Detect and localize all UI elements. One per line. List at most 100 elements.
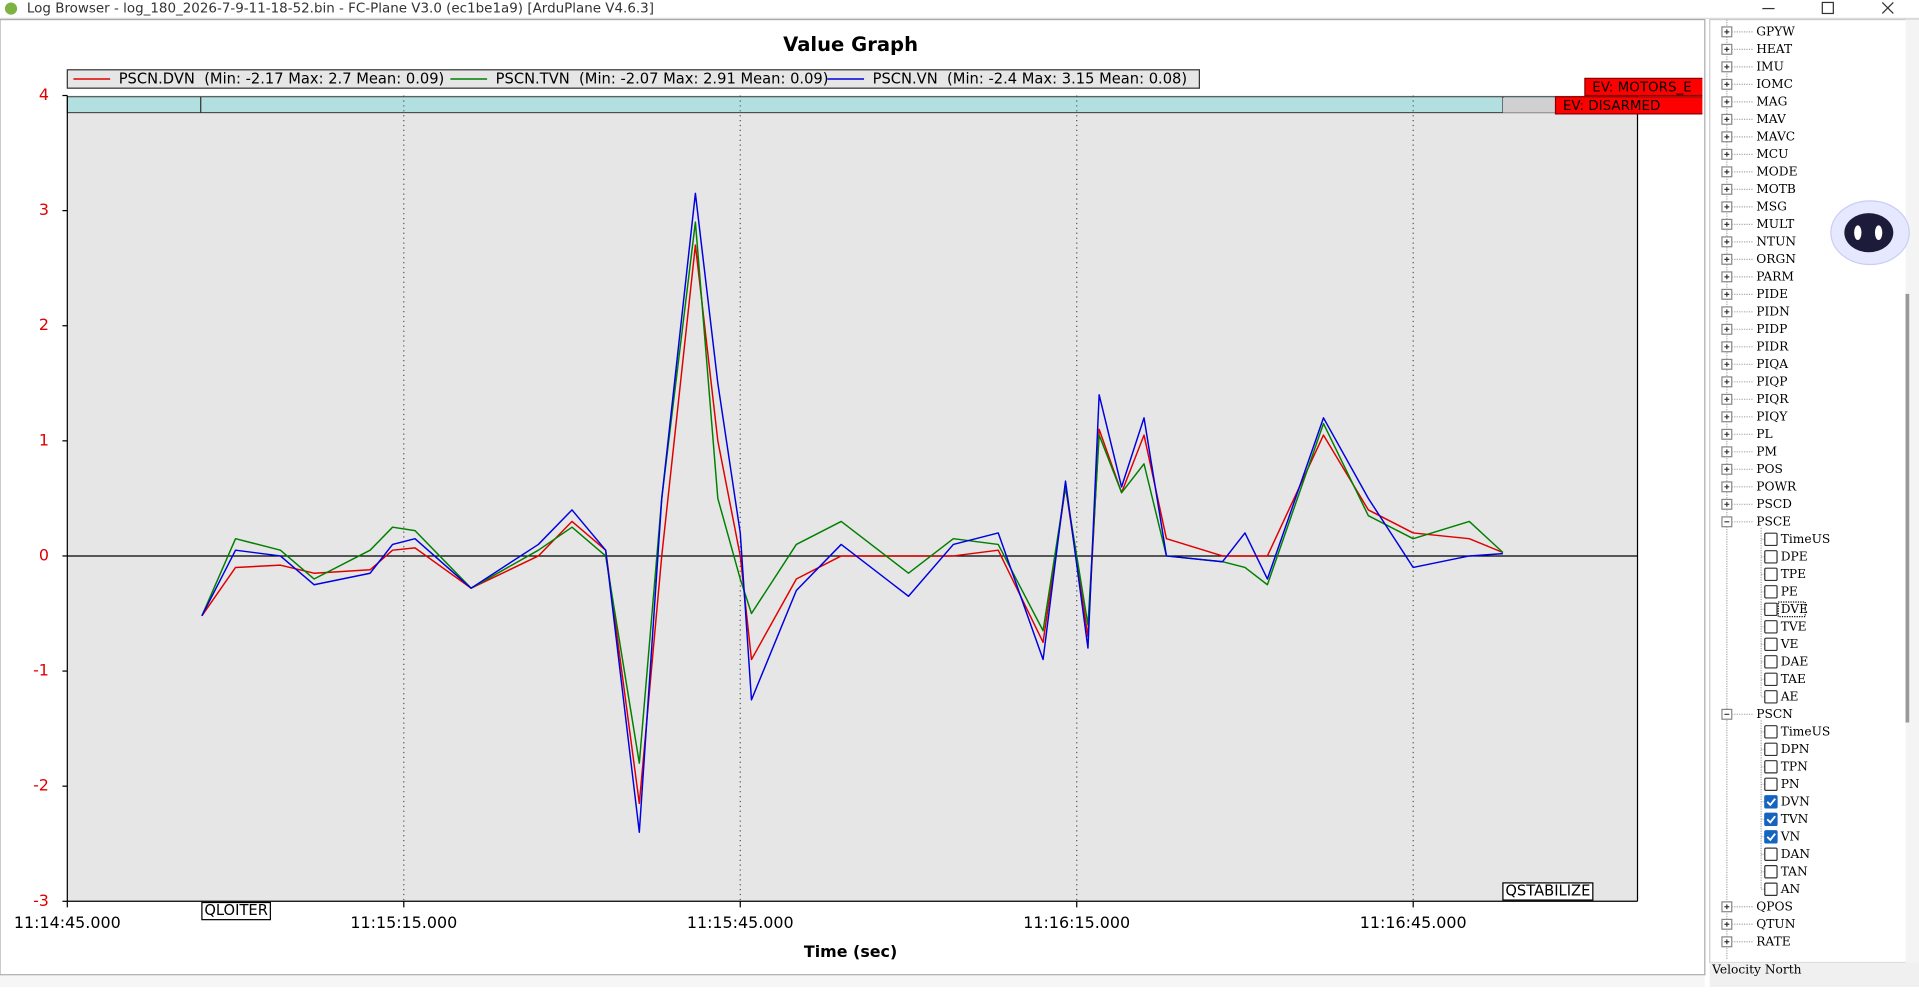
x-tick-label: 11:16:45.000 — [1360, 913, 1467, 932]
checkbox[interactable] — [1764, 795, 1778, 809]
event-label: EV: DISARMED — [1563, 99, 1661, 114]
status-text: Velocity North — [1711, 962, 1802, 976]
checkbox[interactable] — [1764, 760, 1778, 774]
tree-item[interactable]: MAVC — [1756, 129, 1795, 143]
x-axis-label: Time (sec) — [804, 942, 897, 961]
checkbox[interactable] — [1764, 812, 1778, 827]
tree-item[interactable]: QTUN — [1756, 917, 1795, 931]
scroll-thumb[interactable] — [1905, 293, 1910, 723]
tree-item[interactable]: PIQY — [1756, 409, 1788, 423]
tree-item[interactable]: PIQP — [1756, 374, 1787, 388]
tree-field[interactable]: TPE — [1781, 567, 1806, 581]
tree-panel — [1709, 18, 1919, 964]
tree-item[interactable]: PSCD — [1756, 497, 1792, 511]
tree-field[interactable]: AE — [1780, 689, 1799, 703]
tree-item[interactable]: HEAT — [1756, 42, 1793, 56]
tree-field[interactable]: TPN — [1781, 759, 1808, 773]
tree-item[interactable]: MULT — [1756, 217, 1795, 231]
checkbox[interactable] — [1764, 567, 1778, 582]
x-tick-label: 11:14:45.000 — [14, 913, 121, 932]
plot-area — [67, 95, 1638, 902]
checkbox[interactable] — [1764, 655, 1778, 669]
tree-field[interactable]: DPN — [1781, 742, 1810, 756]
tree-field[interactable]: DAE — [1781, 654, 1809, 668]
tree-item[interactable]: GPYW — [1756, 24, 1795, 38]
window-title: Log Browser - log_180_2026-7-9-11-18-52.… — [27, 2, 654, 17]
tree-item[interactable]: MAG — [1756, 94, 1787, 108]
tree-item[interactable]: PIDP — [1756, 322, 1787, 336]
tree-item[interactable]: PIDN — [1756, 304, 1790, 318]
checkbox[interactable] — [1764, 830, 1778, 844]
checkbox[interactable] — [1764, 777, 1778, 792]
tree-field[interactable]: TVE — [1781, 619, 1807, 633]
tree-field[interactable]: PN — [1781, 777, 1800, 791]
restore-button[interactable] — [1821, 1, 1834, 15]
checkmark — [1766, 798, 1776, 807]
tree-scrollbar[interactable] — [1905, 19, 1919, 963]
tree-item[interactable]: IOMC — [1756, 77, 1793, 91]
y-tick-label: 2 — [39, 315, 49, 334]
tree: GPYW HEAT IMU IOMC MAG MAV MAVC MCU MODE MOTB MSG M… — [1721, 19, 1831, 961]
checkbox[interactable] — [1764, 865, 1778, 879]
tree-field[interactable]: TimeUS — [1781, 532, 1831, 546]
checkbox[interactable] — [1764, 585, 1778, 599]
mode-band — [66, 96, 1639, 114]
y-tick-label: 0 — [39, 545, 49, 564]
tree-item[interactable]: PIQA — [1756, 357, 1788, 371]
tree-item[interactable]: PIQR — [1756, 392, 1789, 406]
tree-item[interactable]: PSCE — [1756, 514, 1791, 528]
tree-item[interactable]: MCU — [1756, 147, 1788, 161]
tree-item[interactable]: POWR — [1756, 479, 1797, 493]
tree-item[interactable]: PL — [1756, 427, 1772, 441]
checkbox[interactable] — [1764, 620, 1778, 634]
series-line — [201, 244, 1504, 805]
checkbox[interactable] — [1764, 847, 1778, 862]
checkbox[interactable] — [1764, 690, 1778, 704]
tree-item[interactable]: PSCN — [1756, 707, 1793, 721]
tree-item[interactable]: PIDR — [1756, 339, 1789, 353]
tree-item[interactable]: PIDE — [1756, 287, 1788, 301]
close-button[interactable] — [1881, 2, 1894, 14]
tree-field[interactable]: VE — [1780, 637, 1799, 651]
tree-item[interactable]: ORGN — [1756, 252, 1796, 266]
tree-item[interactable]: QPOS — [1756, 899, 1793, 913]
tree-item[interactable]: MSG — [1756, 199, 1787, 213]
tree-field[interactable]: DPE — [1781, 549, 1808, 563]
tree-item[interactable]: PARM — [1756, 269, 1794, 283]
tree-field[interactable]: PE — [1781, 584, 1798, 598]
tree-field[interactable]: AN — [1780, 882, 1801, 896]
tree-field[interactable]: VN — [1780, 829, 1801, 843]
tree-item[interactable]: NTUN — [1756, 234, 1796, 248]
checkmark — [1766, 833, 1776, 842]
tree-item[interactable]: IMU — [1756, 59, 1784, 73]
checkbox[interactable] — [1764, 742, 1778, 757]
tree-item[interactable]: PM — [1756, 444, 1777, 458]
x-tick-label: 11:15:45.000 — [687, 913, 794, 932]
tree-field[interactable]: TAE — [1781, 672, 1806, 686]
tree-field[interactable]: TVN — [1781, 812, 1809, 826]
tree-item[interactable]: POS — [1756, 462, 1783, 476]
checkbox[interactable] — [1764, 637, 1778, 652]
tree-item[interactable]: MODE — [1756, 164, 1797, 178]
tree-field[interactable]: DVN — [1781, 794, 1810, 808]
plot: -3 -2 -1 0 1 2 3 4 11:14:45.000 11:15:15.000 11:15… — [14, 71, 1639, 932]
tree-field[interactable]: TAN — [1781, 864, 1808, 878]
tree-field[interactable]: DAN — [1781, 847, 1811, 861]
tree-item[interactable]: MAV — [1756, 112, 1787, 126]
tree-item[interactable]: RATE — [1756, 934, 1790, 948]
tree-item[interactable]: MOTB — [1756, 182, 1796, 196]
assistant-icon[interactable] — [1830, 200, 1910, 266]
assistant-eye — [1854, 225, 1862, 241]
checkbox[interactable] — [1764, 672, 1778, 687]
checkbox[interactable] — [1764, 602, 1778, 617]
legend-label: PSCN.VN (Min: -2.4 Max: 3.15 Mean: 0.08) — [873, 71, 1188, 88]
tree-field[interactable]: TimeUS — [1781, 724, 1831, 738]
y-tick-label: 3 — [39, 200, 49, 219]
checkbox[interactable] — [1764, 725, 1778, 739]
checkbox[interactable] — [1764, 882, 1778, 897]
y-tick-label: -2 — [33, 776, 49, 795]
checkbox[interactable] — [1764, 550, 1778, 564]
series-line — [201, 221, 1504, 764]
tree-field[interactable]: DVE — [1781, 602, 1808, 616]
checkbox[interactable] — [1764, 532, 1778, 547]
